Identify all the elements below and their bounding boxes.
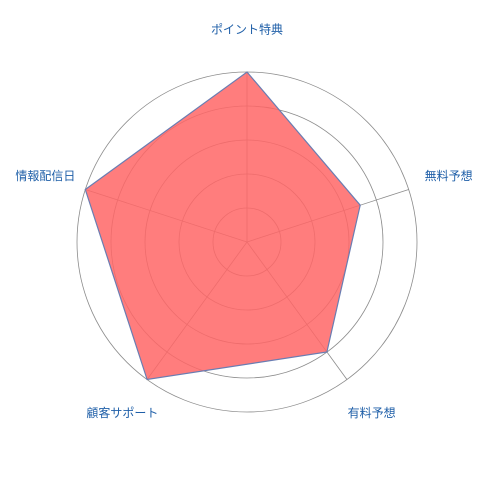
axis-label: 顧客サポート	[86, 405, 158, 420]
series-area	[85, 72, 360, 380]
axis-label: ポイント特典	[211, 22, 283, 37]
axis-label: 情報配信日	[15, 169, 75, 183]
axis-label: 無料予想	[425, 168, 473, 183]
axis-label: 有料予想	[348, 405, 396, 420]
data-area-layer	[85, 72, 360, 380]
